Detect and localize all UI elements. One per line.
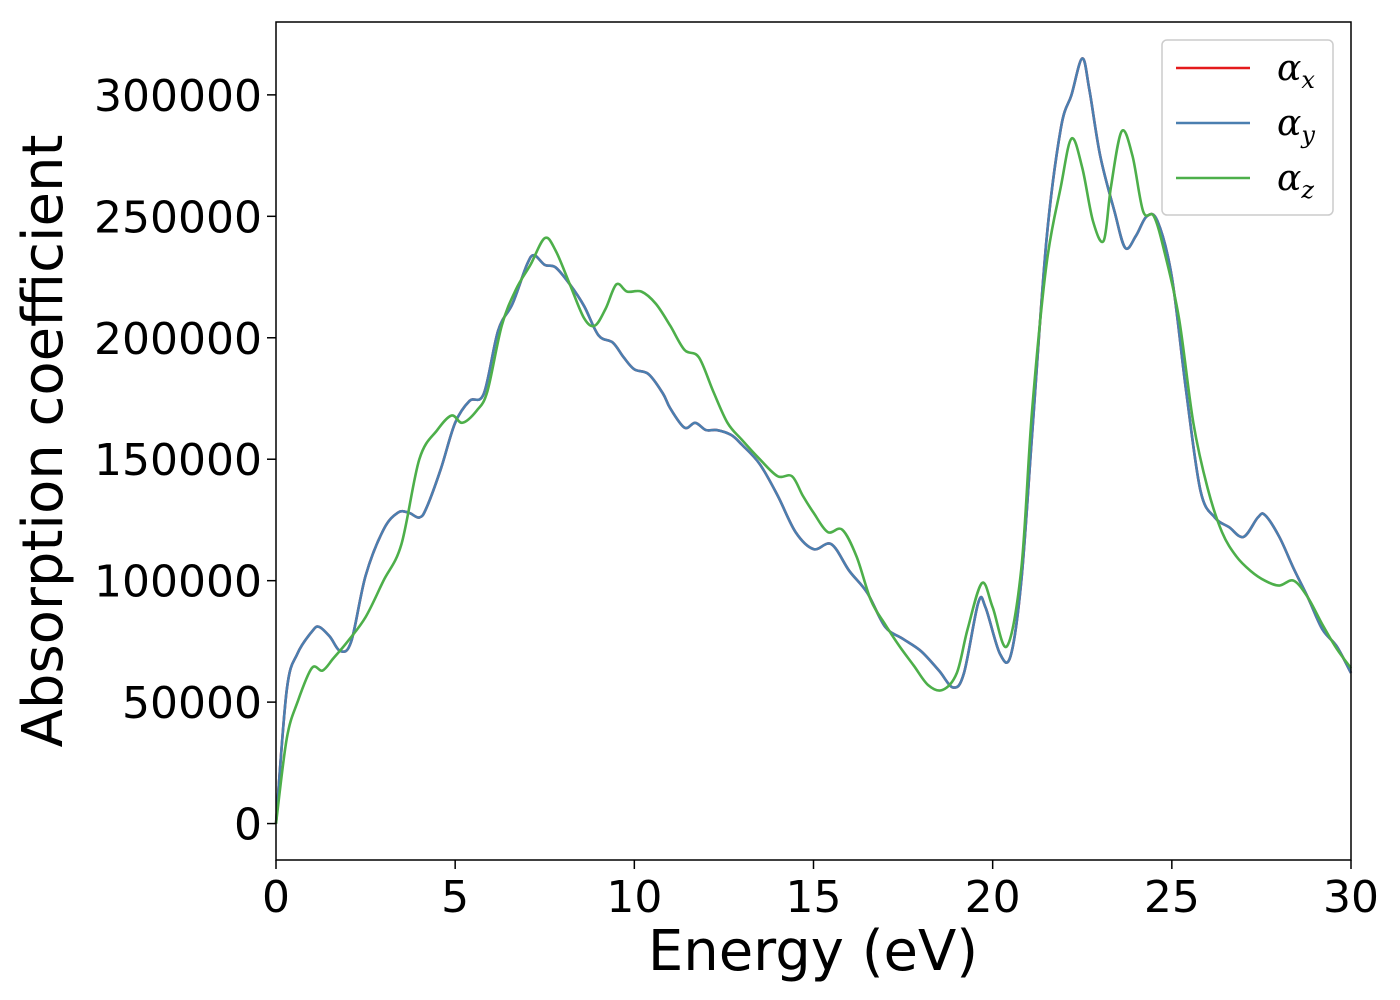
x-tick-label: 25 [1144, 872, 1200, 923]
legend-label-z: αz [1277, 158, 1314, 204]
x-tick-label: 30 [1323, 872, 1379, 923]
legend: αx αy αz [1161, 39, 1334, 216]
y-tick-label: 300000 [94, 71, 262, 122]
legend-label-y: αy [1277, 103, 1315, 149]
y-axis-label: Absorption coefficient [11, 135, 76, 748]
y-tick-label: 0 [234, 800, 262, 851]
x-tick-label: 0 [262, 872, 290, 923]
legend-box [1161, 39, 1334, 216]
y-tick-label: 150000 [94, 435, 262, 486]
x-axis-label: Energy (eV) [648, 919, 978, 984]
x-tick-label: 20 [965, 872, 1021, 923]
x-tick-label: 10 [606, 872, 662, 923]
y-tick-label: 200000 [94, 314, 262, 365]
series-layer [274, 57, 1353, 824]
legend-label-x: αx [1277, 48, 1315, 94]
x-tick-label: 5 [441, 872, 469, 923]
y-tick-label: 250000 [94, 192, 262, 243]
y-axis-ticks: 0 50000 100000 150000 200000 250000 300000 [94, 71, 276, 851]
y-tick-label: 100000 [94, 557, 262, 608]
x-axis-ticks: 0 5 10 15 20 25 30 [262, 860, 1379, 923]
series-line-y [274, 57, 1353, 824]
y-tick-label: 50000 [122, 678, 262, 729]
series-line-z [274, 128, 1353, 824]
x-tick-label: 15 [786, 872, 842, 923]
